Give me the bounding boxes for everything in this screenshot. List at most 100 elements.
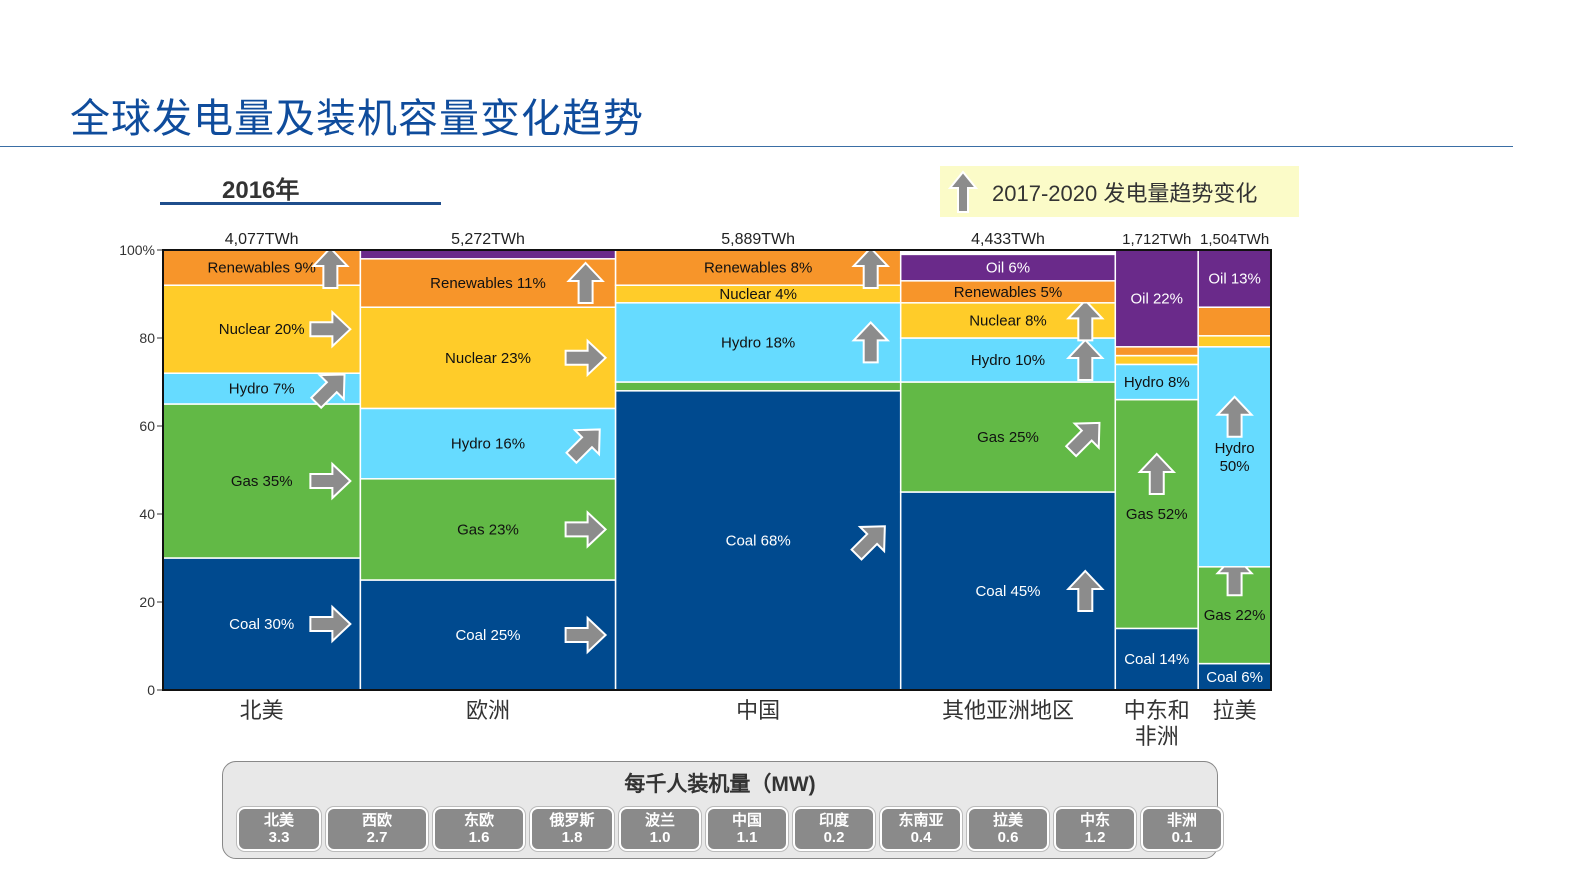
region-label: 其他亚洲地区	[941, 698, 1075, 723]
segment-label: Hydro 18%	[721, 334, 795, 351]
segment-label-line: Hydro 7%	[229, 381, 295, 398]
segment-label-line: Coal 45%	[975, 583, 1040, 600]
segment-label: Gas 52%	[1126, 506, 1188, 523]
per-capita-value: 0.4	[910, 829, 932, 846]
trend-arrow-up-icon	[851, 246, 891, 289]
segment-label-line: Coal 30%	[229, 616, 294, 633]
trend-arrow-up-icon	[1215, 395, 1254, 438]
column-5: Coal 6% Gas 22% Hydro 50% Oil 13% 1,504TWh	[1197, 231, 1272, 691]
y-tick-label: 80	[139, 330, 155, 346]
per-capita-value: 0.2	[823, 829, 845, 846]
per-capita-region: 中国	[731, 812, 762, 829]
per-capita-item: 非洲 0.1	[1141, 807, 1223, 851]
per-capita-region: 西欧	[361, 812, 392, 829]
trend-arrow-diag-icon	[309, 373, 346, 410]
per-capita-value: 1.1	[736, 829, 758, 846]
segment-nuclear	[1114, 354, 1199, 366]
marimekko-chart: 0 20 40 60 80 100% Coal 30% Gas 35% Hydro 7% Nucl…	[119, 231, 1272, 698]
per-capita-value: 0.1	[1171, 829, 1193, 846]
trend-arrow-right-icon	[309, 461, 352, 501]
segment-label: Hydro 50%	[1215, 440, 1255, 475]
segment-coal	[614, 390, 902, 691]
segment-label: Nuclear 20%	[219, 321, 305, 338]
per-capita-title: 每千人装机量（MW)	[624, 773, 816, 796]
segment-label-line: Renewables 11%	[430, 275, 546, 292]
legend-text: 2017-2020 发电量趋势变化	[992, 180, 1258, 206]
per-capita-region: 波兰	[644, 812, 675, 829]
column-1: Coal 25% Gas 23% Hydro 16% Nuclear 23% Renew…	[359, 231, 617, 691]
segment-label: Oil 6%	[986, 260, 1030, 277]
region-label: 拉美	[1212, 698, 1257, 723]
y-tick-label: 20	[139, 594, 155, 610]
segment-label-line: Oil 6%	[986, 260, 1030, 277]
per-capita-item: 中国 1.1	[706, 807, 788, 851]
page-title: 全球发电量及装机容量变化趋势	[70, 97, 644, 141]
segment-hydro	[359, 407, 617, 480]
segment-oil	[1197, 249, 1272, 308]
per-capita-value: 0.6	[997, 829, 1019, 846]
trend-arrow-right-icon	[309, 604, 352, 644]
per-capita-region: 中东	[1079, 812, 1110, 829]
segment-label: Hydro 16%	[451, 436, 525, 453]
trend-arrow-up-icon	[1065, 569, 1105, 612]
segment-label-line: Gas 35%	[231, 473, 293, 490]
year-label: 2016年	[222, 177, 300, 204]
region-label: 欧洲	[465, 698, 510, 723]
trend-arrow-up-icon	[311, 246, 350, 289]
segment-label-line: Renewables 5%	[954, 284, 1062, 301]
per-capita-item: 东南亚 0.4	[880, 807, 962, 851]
segment-label-line: Nuclear 4%	[719, 286, 797, 303]
per-capita-panel: 每千人装机量（MW) 北美 3.3 西欧 2.7 东欧 1.6 俄罗斯 1.8 波兰 1.0 中国 1…	[222, 761, 1223, 859]
per-capita-region: 东欧	[463, 812, 494, 829]
segment-label-line: Gas 23%	[457, 521, 519, 538]
segment-label-line: Coal 68%	[726, 532, 791, 549]
trend-arrow-right-icon	[564, 510, 608, 549]
per-capita-item: 东欧 1.6	[433, 807, 525, 851]
per-capita-item: 波兰 1.0	[619, 807, 701, 851]
column-0: Coal 30% Gas 35% Hydro 7% Nuclear 20% Renewa…	[162, 231, 362, 691]
y-tick-label: 100%	[119, 242, 155, 258]
segment-label-line: Renewables 9%	[207, 260, 315, 277]
y-tick-label: 60	[139, 418, 155, 434]
segment-nuclear	[1197, 335, 1272, 348]
column-total-label: 1,712TWh	[1122, 231, 1191, 248]
per-capita-item: 拉美 0.6	[967, 807, 1049, 851]
per-capita-value: 1.0	[649, 829, 671, 846]
segment-label: Renewables 9%	[207, 260, 315, 277]
segment-label: Coal 25%	[455, 627, 520, 644]
column-total-label: 5,889TWh	[721, 231, 795, 248]
segment-label: Nuclear 23%	[445, 350, 531, 367]
segment-hydro	[1197, 346, 1272, 568]
segment-label-line: Renewables 8%	[704, 260, 812, 277]
segment-renewables	[359, 258, 617, 308]
per-capita-item: 中东 1.2	[1054, 807, 1136, 851]
trend-arrow-up-icon	[1065, 298, 1105, 342]
segment-label-line: Gas 52%	[1126, 506, 1188, 523]
segment-label: Gas 22%	[1204, 607, 1266, 624]
region-label: 中国	[736, 698, 781, 723]
segment-label-line: Nuclear 20%	[219, 321, 305, 338]
segment-label: Hydro 7%	[229, 381, 295, 398]
segment-label: Renewables 11%	[430, 275, 546, 292]
segment-label-line: Coal 14%	[1124, 651, 1189, 668]
plot-frame	[162, 249, 1272, 691]
segment-label: Coal 68%	[726, 532, 791, 549]
segment-label-line: Hydro 18%	[721, 334, 795, 351]
trend-arrow-right-icon	[564, 615, 608, 655]
per-capita-region: 东南亚	[898, 812, 944, 829]
per-capita-value: 3.3	[268, 829, 290, 846]
segment-label-line: Coal 25%	[455, 627, 520, 644]
segment-label-line: Nuclear 8%	[969, 312, 1047, 329]
segment-gas	[614, 381, 902, 392]
segment-label: Renewables 5%	[954, 284, 1062, 301]
column-4: Coal 14% Gas 52% Hydro 8% Oil 22% 1,712TWh	[1114, 231, 1199, 691]
legend: 2017-2020 发电量趋势变化	[940, 166, 1299, 217]
segment-label: Gas 23%	[457, 521, 519, 538]
per-capita-region: 北美	[263, 812, 294, 829]
column-total-label: 1,504TWh	[1200, 231, 1269, 248]
segment-label-line: Oil 13%	[1208, 271, 1261, 288]
segment-label-line: Oil 22%	[1130, 290, 1183, 307]
segment-label: Coal 6%	[1206, 669, 1263, 686]
segment-label-line: Gas 22%	[1204, 607, 1266, 624]
segment-label: Gas 25%	[977, 429, 1039, 446]
